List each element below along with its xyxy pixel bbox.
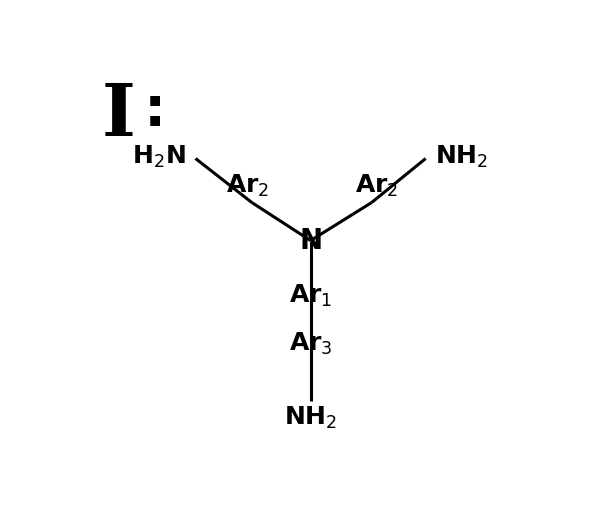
Text: I: I xyxy=(102,81,136,151)
Text: Ar$_1$: Ar$_1$ xyxy=(289,282,332,308)
Text: Ar$_2$: Ar$_2$ xyxy=(355,172,398,199)
Text: NH$_2$: NH$_2$ xyxy=(284,405,337,431)
Text: :: : xyxy=(144,84,166,138)
Text: Ar$_3$: Ar$_3$ xyxy=(288,330,333,357)
Text: H$_2$N: H$_2$N xyxy=(133,144,186,171)
Text: NH$_2$: NH$_2$ xyxy=(435,144,488,171)
Text: Ar$_2$: Ar$_2$ xyxy=(225,172,269,199)
Text: N: N xyxy=(299,227,322,255)
